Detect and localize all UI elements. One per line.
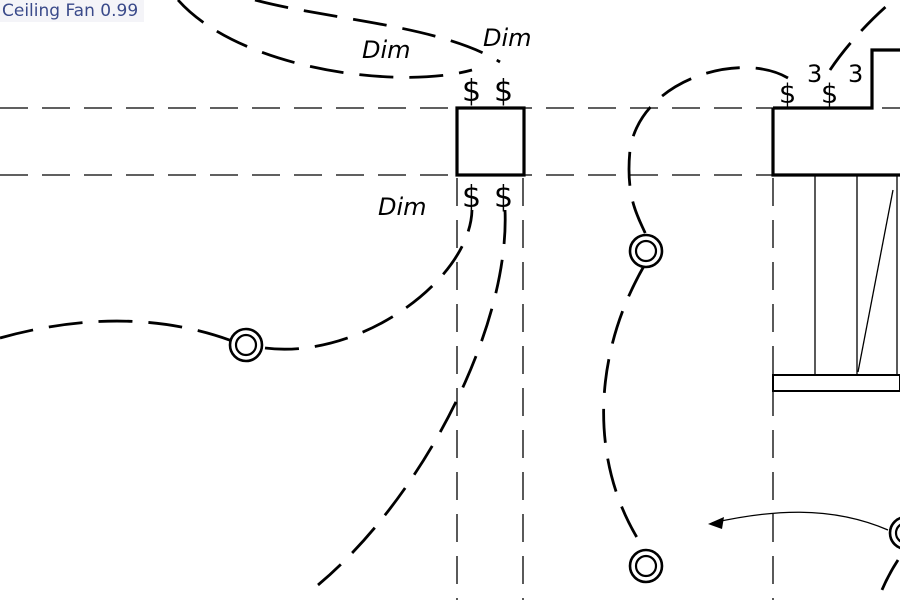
dimmer-label-top-right: Dim: [483, 24, 532, 52]
switch-symbol-top-1: $: [462, 74, 481, 109]
leader-arrow-head: [708, 517, 724, 529]
wire-top-arc: [254, 0, 501, 64]
switch-symbol-bottom-1: $: [462, 180, 481, 215]
column-box: [455, 106, 526, 177]
wire-center-lower: [602, 265, 647, 551]
right-wall: [771, 108, 900, 177]
switch-symbol-top-2: $: [494, 74, 513, 109]
switch-symbol-right-2: $: [821, 79, 838, 110]
wire-center-upper: [627, 66, 789, 236]
wire-right-three-way: [828, 0, 896, 71]
light-outlet-right: [888, 516, 900, 550]
detection-tag: Ceiling Fan 0.99: [0, 0, 145, 22]
detection-label: Ceiling Fan: [2, 1, 95, 21]
wire-light-to-switch: [264, 209, 474, 351]
switch-symbol-bottom-2: $: [494, 180, 513, 215]
dimmer-label-top-left: Dim: [362, 36, 411, 64]
detection-score: 0.99: [100, 1, 139, 21]
three-way-label-b: 3: [848, 60, 863, 88]
wire-switch-down: [317, 209, 507, 587]
switch-symbol-right-1: $: [779, 79, 796, 110]
light-outlet-center-top: [628, 233, 664, 269]
wire-left-light: [0, 319, 241, 346]
stair-direction-line: [857, 189, 894, 373]
wire-top-left-arc: [176, 0, 473, 79]
stair-top-wall: [773, 48, 900, 110]
dimmer-label-lower: Dim: [378, 193, 427, 221]
light-outlet-center-bottom: [628, 548, 664, 584]
wire-bottom-right: [876, 559, 900, 600]
light-outlet-left: [228, 327, 264, 363]
leader-arrow-line: [711, 511, 889, 531]
three-way-label-a: 3: [807, 60, 822, 88]
stair-landing: [772, 374, 900, 392]
